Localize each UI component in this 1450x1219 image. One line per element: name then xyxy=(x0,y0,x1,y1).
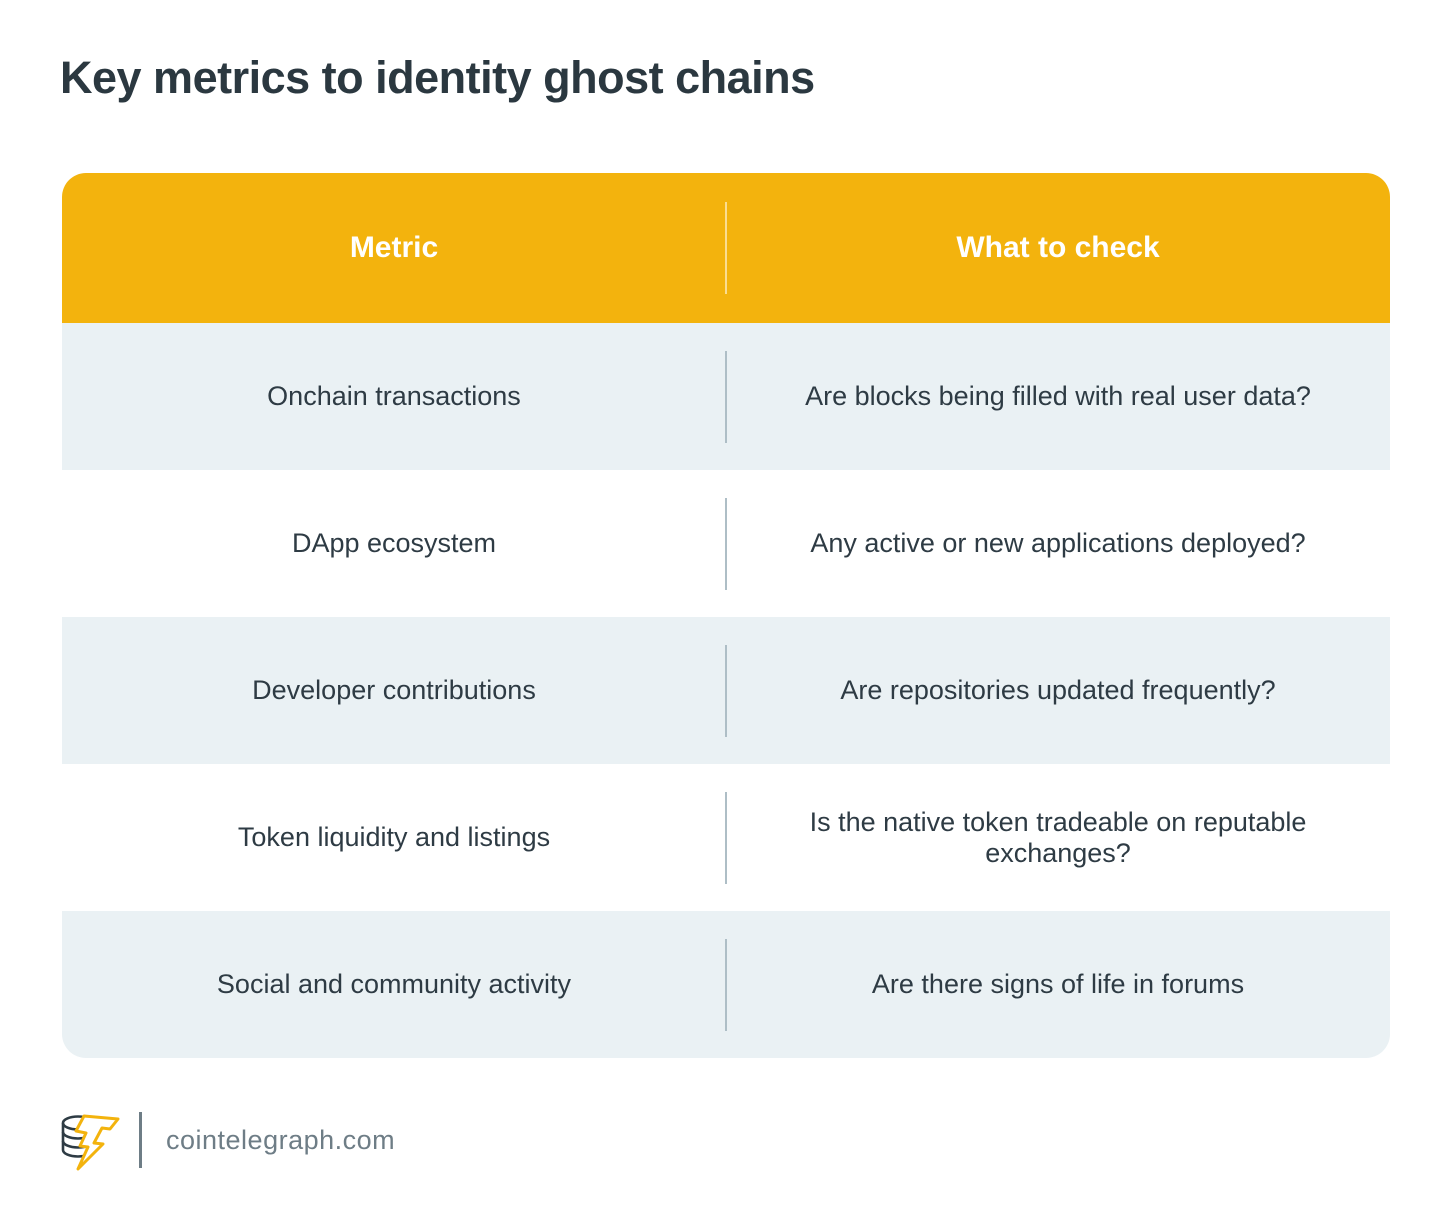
header-cell-metric: Metric xyxy=(349,231,439,264)
column-divider xyxy=(725,497,727,590)
cointelegraph-logo-icon xyxy=(57,1108,121,1172)
metrics-table: Metric What to check Onchain transaction… xyxy=(62,173,1390,1058)
table-header-row: Metric What to check xyxy=(62,173,1390,323)
metric-cell: Social and community activity xyxy=(216,969,572,999)
column-divider xyxy=(725,350,727,443)
header-cell-what-to-check: What to check xyxy=(956,231,1160,264)
column-divider xyxy=(725,202,727,294)
column-divider xyxy=(725,791,727,884)
metric-cell: Token liquidity and listings xyxy=(237,822,551,852)
check-cell: Are repositories updated frequently? xyxy=(840,675,1276,705)
metric-cell: DApp ecosystem xyxy=(291,528,497,558)
footer: cointelegraph.com xyxy=(57,1108,395,1172)
table-row: Developer contributions Are repositories… xyxy=(62,617,1390,764)
footer-divider xyxy=(139,1112,142,1168)
table-row: Social and community activity Are there … xyxy=(62,911,1390,1058)
check-cell: Are blocks being filled with real user d… xyxy=(805,381,1311,411)
metric-cell: Onchain transactions xyxy=(267,381,521,411)
check-cell: Is the native token tradeable on reputab… xyxy=(809,806,1307,868)
table-row: DApp ecosystem Any active or new applica… xyxy=(62,470,1390,617)
check-cell: Are there signs of life in forums xyxy=(871,969,1245,999)
column-divider xyxy=(725,644,727,737)
metric-cell: Developer contributions xyxy=(252,675,536,705)
table-row: Token liquidity and listings Is the nati… xyxy=(62,764,1390,911)
footer-site-label: cointelegraph.com xyxy=(166,1124,396,1155)
table-row: Onchain transactions Are blocks being fi… xyxy=(62,323,1390,470)
page-title: Key metrics to identity ghost chains xyxy=(60,52,815,103)
column-divider xyxy=(725,938,727,1031)
check-cell: Any active or new applications deployed? xyxy=(810,528,1306,558)
